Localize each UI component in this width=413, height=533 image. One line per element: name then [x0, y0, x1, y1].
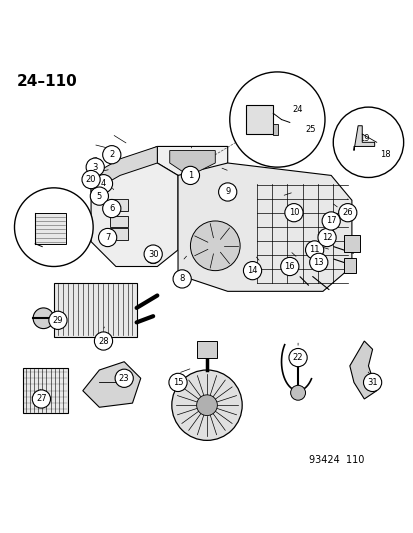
Circle shape: [332, 107, 403, 177]
FancyBboxPatch shape: [35, 213, 66, 244]
FancyBboxPatch shape: [23, 368, 68, 414]
FancyBboxPatch shape: [343, 236, 359, 252]
FancyBboxPatch shape: [109, 228, 128, 240]
Text: 4: 4: [101, 179, 106, 188]
Circle shape: [309, 253, 327, 271]
Text: 1: 1: [188, 171, 192, 180]
Text: 25: 25: [304, 125, 315, 134]
Circle shape: [321, 212, 339, 230]
Circle shape: [144, 245, 162, 263]
Circle shape: [363, 373, 381, 392]
Text: 11: 11: [309, 245, 319, 254]
FancyBboxPatch shape: [196, 341, 217, 358]
Text: 29: 29: [52, 316, 63, 325]
Text: 16: 16: [284, 262, 294, 271]
Circle shape: [145, 249, 160, 264]
Text: 24–110: 24–110: [17, 74, 77, 89]
Circle shape: [94, 175, 112, 193]
Circle shape: [14, 188, 93, 266]
Circle shape: [288, 349, 306, 367]
Circle shape: [49, 311, 67, 329]
Circle shape: [218, 183, 236, 201]
FancyBboxPatch shape: [109, 199, 128, 211]
Circle shape: [32, 390, 50, 408]
Circle shape: [288, 100, 306, 118]
Text: 22: 22: [292, 353, 303, 362]
Polygon shape: [83, 362, 140, 407]
Polygon shape: [349, 341, 376, 399]
Circle shape: [90, 187, 108, 205]
Circle shape: [196, 395, 217, 416]
Circle shape: [190, 221, 240, 271]
Circle shape: [338, 204, 356, 222]
Polygon shape: [169, 151, 215, 171]
Circle shape: [102, 146, 121, 164]
Circle shape: [301, 121, 319, 139]
FancyBboxPatch shape: [273, 125, 278, 135]
Text: 7: 7: [105, 233, 110, 242]
Circle shape: [33, 308, 54, 329]
Circle shape: [354, 129, 373, 147]
Polygon shape: [91, 147, 178, 266]
Text: 12: 12: [321, 233, 332, 242]
Text: 21: 21: [44, 221, 55, 230]
Text: 23: 23: [119, 374, 129, 383]
Circle shape: [284, 204, 302, 222]
Text: 28: 28: [98, 336, 109, 345]
Circle shape: [82, 171, 100, 189]
Text: 13: 13: [313, 258, 323, 267]
Circle shape: [98, 229, 116, 247]
Circle shape: [181, 166, 199, 184]
Text: 31: 31: [366, 378, 377, 387]
Circle shape: [375, 146, 393, 164]
FancyBboxPatch shape: [343, 258, 355, 273]
Text: 26: 26: [342, 208, 352, 217]
Text: 14: 14: [247, 266, 257, 275]
Text: 30: 30: [147, 249, 158, 259]
Circle shape: [115, 369, 133, 387]
Circle shape: [280, 257, 298, 276]
Text: 15: 15: [172, 378, 183, 387]
Text: 2: 2: [109, 150, 114, 159]
FancyBboxPatch shape: [109, 215, 128, 227]
Text: 3: 3: [93, 163, 97, 172]
Circle shape: [86, 158, 104, 176]
Text: 93424  110: 93424 110: [308, 455, 363, 465]
Text: 9: 9: [225, 188, 230, 197]
Circle shape: [229, 72, 324, 167]
Text: 19: 19: [358, 134, 369, 143]
Polygon shape: [178, 163, 351, 292]
Circle shape: [102, 199, 121, 217]
Circle shape: [290, 385, 305, 400]
Circle shape: [173, 270, 191, 288]
Text: 6: 6: [109, 204, 114, 213]
Polygon shape: [157, 147, 227, 175]
Circle shape: [169, 373, 187, 392]
Text: 24: 24: [292, 104, 303, 114]
Circle shape: [171, 370, 242, 440]
FancyBboxPatch shape: [54, 283, 136, 337]
Text: 27: 27: [36, 394, 47, 403]
Polygon shape: [91, 147, 157, 192]
Polygon shape: [353, 126, 374, 151]
Circle shape: [243, 262, 261, 280]
Text: 8: 8: [179, 274, 184, 284]
FancyBboxPatch shape: [246, 105, 273, 134]
Circle shape: [317, 229, 335, 247]
Text: 18: 18: [379, 150, 389, 159]
Circle shape: [305, 241, 323, 259]
Circle shape: [40, 216, 59, 234]
Text: 17: 17: [325, 216, 336, 225]
Text: 20: 20: [85, 175, 96, 184]
Circle shape: [94, 332, 112, 350]
Text: 10: 10: [288, 208, 299, 217]
Text: 5: 5: [97, 192, 102, 200]
